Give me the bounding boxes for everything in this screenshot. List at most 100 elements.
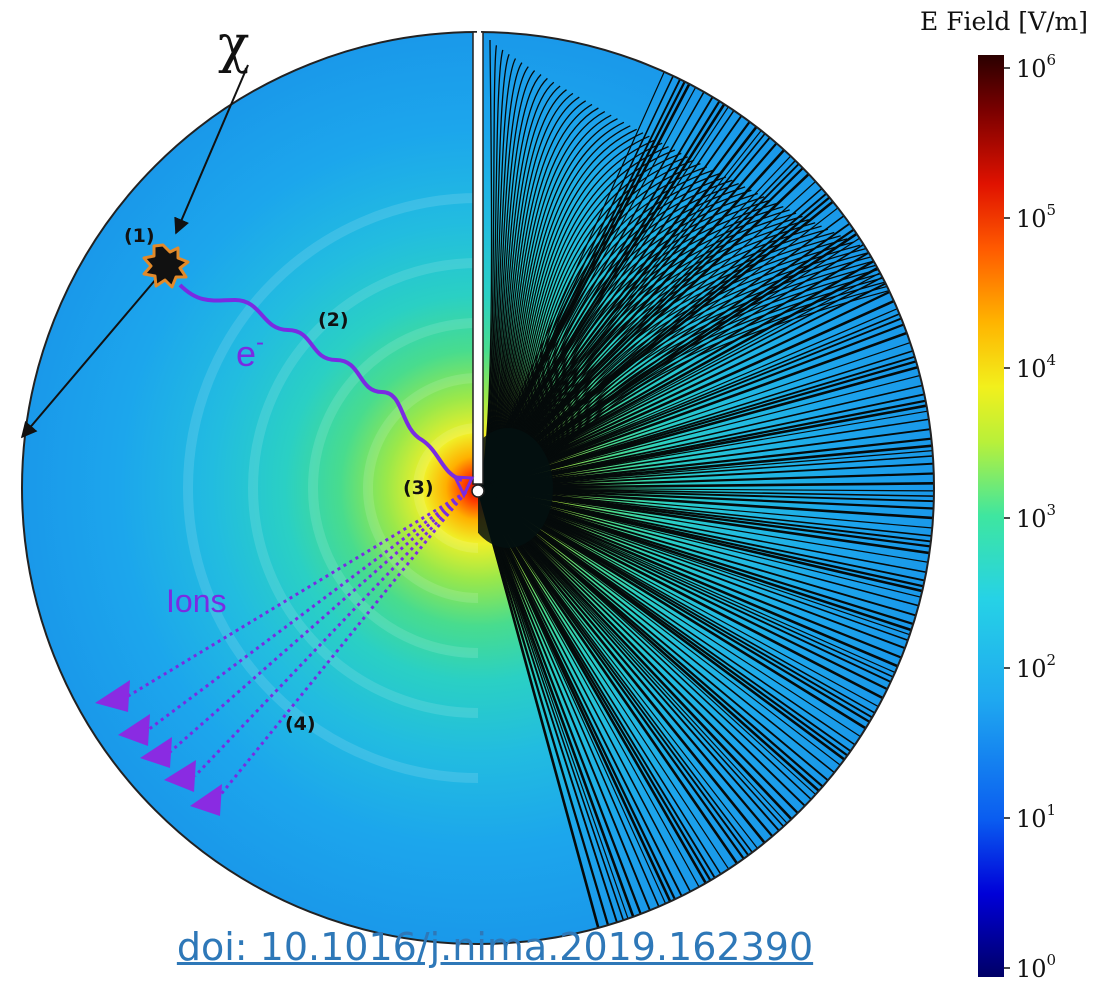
field-line bbox=[478, 454, 934, 489]
field-line bbox=[478, 487, 775, 855]
field-line bbox=[478, 487, 714, 896]
field-line bbox=[478, 486, 879, 737]
field-line bbox=[478, 362, 932, 490]
colorbar-tick-label: 102 bbox=[1016, 651, 1056, 683]
electron-drift-path bbox=[178, 283, 463, 482]
field-line bbox=[478, 487, 803, 831]
step-2-label: (2) bbox=[318, 309, 349, 331]
field-line bbox=[478, 487, 640, 931]
colorbar-tick-label: 100 bbox=[1016, 951, 1056, 983]
field-line bbox=[478, 487, 672, 917]
field-line bbox=[478, 487, 930, 621]
field-line bbox=[478, 318, 918, 490]
field-line bbox=[478, 487, 753, 871]
field-line bbox=[478, 487, 737, 882]
field-line bbox=[478, 486, 934, 557]
field-line bbox=[478, 487, 840, 791]
field-line bbox=[478, 326, 921, 490]
particle-chi-label: χ bbox=[218, 15, 250, 75]
field-line bbox=[478, 487, 934, 503]
field-line bbox=[478, 487, 798, 835]
colorbar-title: E Field [V/m] bbox=[920, 7, 1088, 36]
colorbar: E Field [V/m] 106 105 104 103 102 101 100 bbox=[920, 7, 1088, 983]
field-line bbox=[478, 487, 707, 900]
field-line bbox=[478, 486, 934, 511]
field-line bbox=[478, 487, 729, 887]
field-line bbox=[478, 487, 904, 689]
step-4-label: (4) bbox=[285, 713, 316, 735]
field-line bbox=[478, 487, 614, 939]
field-line bbox=[478, 487, 604, 942]
scattered-particle-arrow bbox=[20, 271, 163, 439]
field-line bbox=[478, 487, 933, 611]
field-line bbox=[478, 487, 698, 905]
field-line bbox=[478, 408, 934, 489]
field-line bbox=[478, 487, 922, 646]
field-line bbox=[478, 487, 634, 932]
field-line-core bbox=[478, 428, 553, 548]
field-line bbox=[478, 487, 783, 848]
incoming-particle-arrow bbox=[174, 64, 249, 235]
field-line bbox=[478, 487, 629, 934]
field-line bbox=[478, 487, 934, 602]
colorbar-tick-label: 103 bbox=[1016, 501, 1056, 533]
colorbar-tick-label: 105 bbox=[1016, 201, 1056, 233]
field-line bbox=[478, 345, 927, 489]
field-line bbox=[478, 487, 846, 782]
colorbar-tick-label: 106 bbox=[1016, 51, 1056, 83]
field-line bbox=[478, 487, 934, 530]
field-line bbox=[478, 487, 852, 775]
field-line bbox=[478, 486, 896, 706]
rod-gap bbox=[477, 0, 481, 33]
field-line bbox=[478, 487, 689, 910]
field-line bbox=[478, 487, 907, 684]
field-line bbox=[478, 487, 623, 936]
field-line bbox=[478, 487, 934, 566]
colorbar-tick-label: 101 bbox=[1016, 801, 1056, 833]
field-line bbox=[478, 487, 924, 640]
field-line bbox=[478, 471, 934, 490]
field-line bbox=[478, 371, 934, 489]
field-line bbox=[478, 426, 934, 489]
ion-arrowheads bbox=[95, 680, 222, 816]
field-line bbox=[478, 487, 816, 817]
field-line bbox=[478, 487, 934, 492]
field-line bbox=[478, 487, 891, 714]
field-line bbox=[478, 487, 934, 576]
field-line bbox=[478, 487, 767, 860]
field-line bbox=[478, 337, 924, 489]
electron-arrival-marker bbox=[452, 475, 475, 499]
electron-label: e- bbox=[236, 329, 264, 374]
field-heatmap bbox=[22, 32, 478, 944]
field-line bbox=[478, 487, 678, 915]
field-line bbox=[478, 486, 934, 521]
field-line bbox=[478, 486, 934, 596]
field-line bbox=[478, 486, 926, 636]
sensor-anode bbox=[471, 484, 485, 498]
field-line bbox=[478, 487, 827, 805]
field-line bbox=[478, 487, 873, 745]
field-line bbox=[478, 416, 934, 489]
field-line bbox=[478, 486, 901, 697]
field-line bbox=[478, 487, 746, 876]
field-line bbox=[478, 481, 934, 490]
field-line bbox=[478, 487, 831, 802]
field-line bbox=[478, 487, 867, 754]
colorbar-gradient bbox=[978, 55, 1004, 977]
field-line bbox=[478, 487, 919, 654]
field-line bbox=[478, 486, 912, 673]
field-line bbox=[478, 486, 857, 769]
field-line bbox=[478, 487, 794, 838]
field-line bbox=[478, 487, 666, 920]
field-line bbox=[478, 487, 657, 924]
doi-link[interactable]: doi: 10.1016/j.nima.2019.162390 bbox=[176, 925, 814, 969]
field-line bbox=[478, 401, 934, 490]
field-line bbox=[478, 487, 647, 928]
ion-drift-paths bbox=[124, 490, 468, 799]
field-line bbox=[478, 486, 915, 664]
step-1-label: (1) bbox=[124, 225, 155, 247]
field-lines bbox=[478, 32, 934, 944]
sensor-rod bbox=[472, 31, 484, 485]
field-line bbox=[478, 487, 909, 679]
